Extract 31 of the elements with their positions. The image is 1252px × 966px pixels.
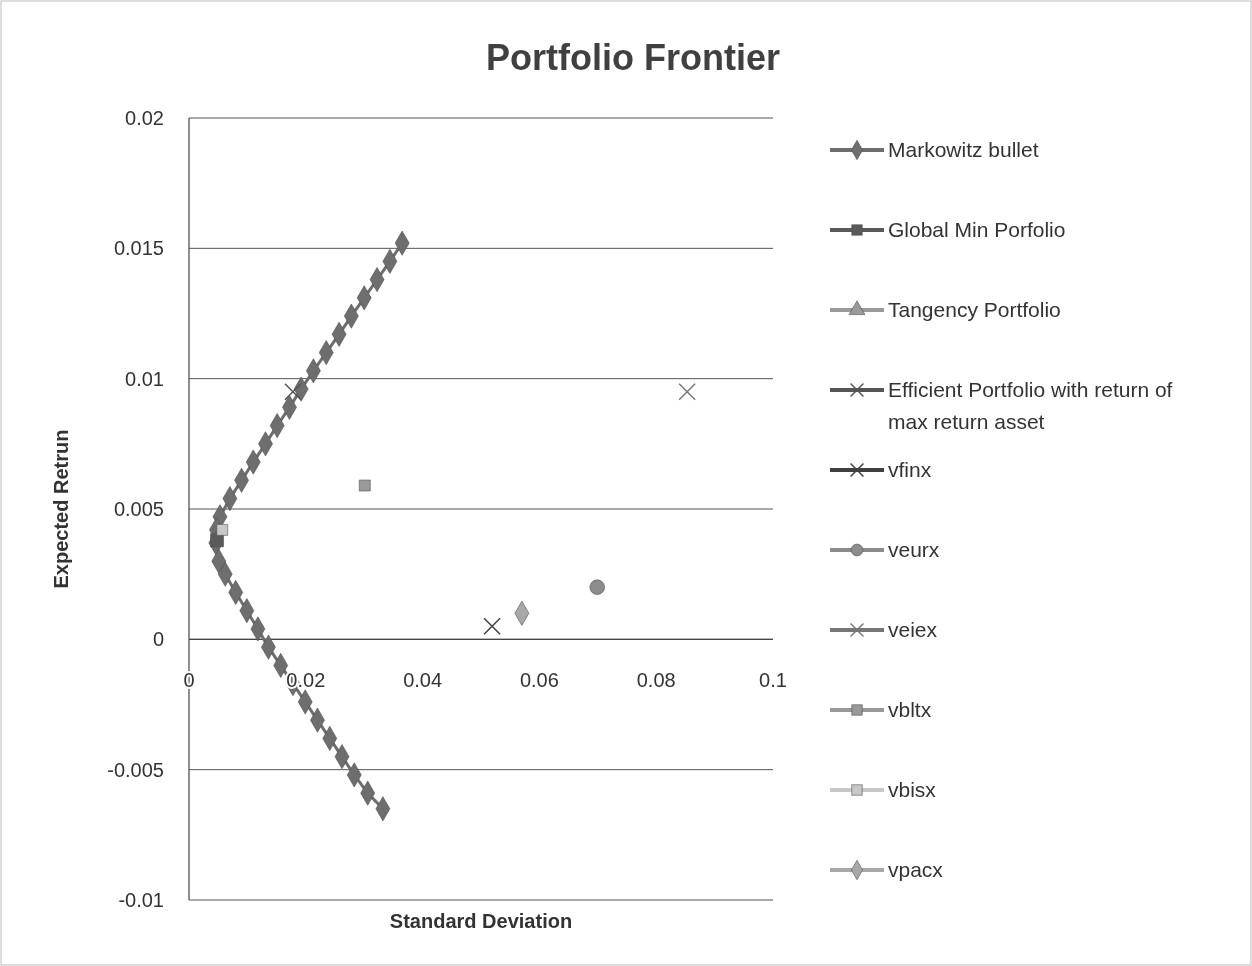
legend-label: vbisx	[888, 778, 937, 802]
y-tick-label: -0.01	[118, 889, 164, 911]
y-tick-label: 0	[152, 628, 164, 651]
point	[284, 382, 302, 401]
y-axis-title: Expected Retrun	[50, 429, 72, 589]
x-tick-label: 0.06	[519, 669, 559, 692]
point	[359, 479, 371, 492]
point	[216, 524, 229, 536]
legend-label: vbltx	[888, 698, 932, 722]
x-tick-label: 0.04	[403, 669, 443, 692]
x-axis-title: Standard Deviation	[389, 910, 573, 932]
legend-label: Tangency Portfolio	[888, 298, 1061, 322]
x-tick-label: 0.1	[759, 669, 787, 692]
legend-label: vfinx	[888, 458, 932, 482]
point	[483, 617, 501, 636]
legend-label: Markowitz bullet	[888, 138, 1039, 162]
y-tick-label: 0.01	[125, 367, 164, 390]
chart-title: Portfolio Frontier	[486, 37, 780, 78]
legend-label: vpacx	[888, 858, 944, 882]
y-tick-label: -0.005	[107, 758, 164, 781]
y-tick-label: 0.02	[125, 107, 164, 129]
point	[589, 579, 605, 595]
legend-label: veiex	[888, 618, 938, 642]
legend-label: Global Min Porfolio	[888, 218, 1066, 242]
point	[210, 533, 224, 548]
legend-label: veurx	[888, 538, 940, 562]
y-tick-label: 0.015	[113, 237, 164, 260]
y-tick-label: 0.005	[113, 498, 164, 520]
point	[678, 382, 696, 401]
legend-label: Efficient Portfolio with return of max return asset	[888, 378, 1173, 433]
x-tick-label: 0.08	[636, 669, 676, 692]
